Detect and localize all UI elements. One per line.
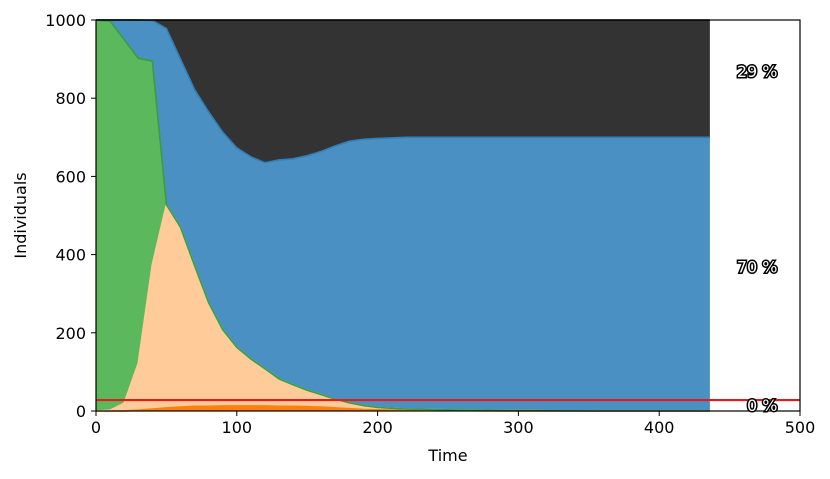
x-tick-label: 400 — [644, 418, 675, 437]
x-tick-label: 300 — [503, 418, 534, 437]
percent-label: 0 % — [747, 396, 777, 415]
line-green — [95, 19, 710, 412]
area-orange_light — [96, 204, 710, 411]
y-tick-label: 200 — [55, 324, 86, 343]
y-tick-label: 1000 — [45, 11, 86, 30]
x-axis-ticks: 0 100 200 300 400 500 — [91, 411, 815, 437]
percent-label: 29 % — [737, 62, 778, 81]
y-tick-label: 800 — [55, 89, 86, 108]
x-tick-label: 100 — [222, 418, 253, 437]
plot-frame — [95, 19, 801, 412]
line-blue — [96, 19, 710, 164]
y-tick-label: 0 — [76, 402, 86, 421]
y-tick-label: 600 — [55, 167, 86, 186]
y-tick-label: 400 — [55, 246, 86, 265]
y-axis-label: Individuals — [11, 172, 30, 258]
area-black — [96, 20, 710, 163]
percent-label: 70 % — [737, 257, 778, 276]
y-axis-ticks: 0 200 400 600 800 1000 — [45, 11, 96, 421]
x-tick-label: 0 — [91, 418, 101, 437]
x-tick-label: 200 — [362, 418, 393, 437]
area-blue — [96, 20, 710, 411]
area-orange_dark — [96, 405, 710, 411]
x-tick-label: 500 — [785, 418, 816, 437]
x-axis-label: Time — [427, 446, 467, 465]
percent-annotations: 29 % 70 % 0 % — [735, 60, 779, 416]
area-layer — [96, 20, 710, 411]
